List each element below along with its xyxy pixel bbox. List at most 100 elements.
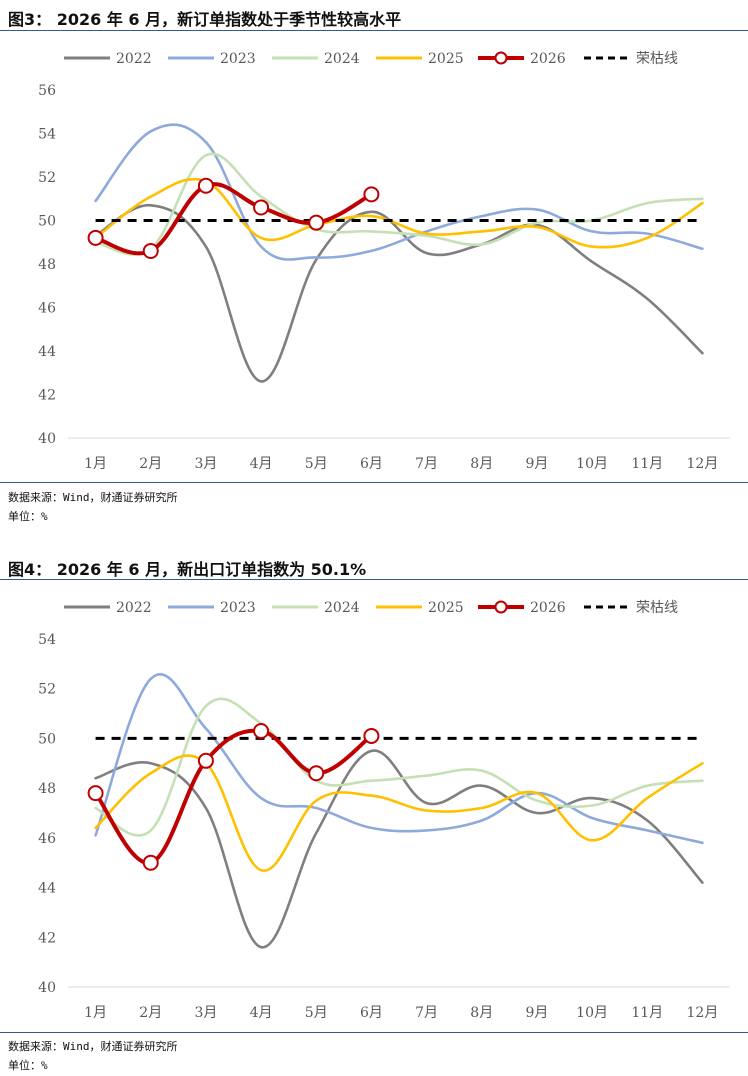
x-tick-label: 4月 xyxy=(250,456,273,472)
series-line-2023 xyxy=(94,673,704,845)
source-rule xyxy=(0,1032,748,1033)
data-point-2026 xyxy=(363,727,380,744)
legend-item-荣枯线: 荣枯线 xyxy=(584,51,678,67)
figure-title: 图3： 2026 年 6 月，新订单指数处于季节性较高水平 xyxy=(8,10,402,29)
legend-label: 2024 xyxy=(324,51,360,67)
x-tick-label: 10月 xyxy=(576,456,608,472)
y-tick-label: 56 xyxy=(38,83,56,99)
legend-label: 2026 xyxy=(530,600,566,616)
legend-label: 2023 xyxy=(220,600,256,616)
x-tick-label: 1月 xyxy=(84,456,107,472)
legend-marker xyxy=(494,600,508,614)
title-rule xyxy=(0,30,748,31)
x-tick-label: 3月 xyxy=(194,1005,217,1021)
legend-label: 荣枯线 xyxy=(636,51,678,67)
legend-item-2025: 2025 xyxy=(376,600,464,616)
source-note: 数据来源：Wind，财通证券研究所 xyxy=(8,491,178,504)
legend: 2022 2023 2024 2025 2026 荣枯线 xyxy=(64,600,678,616)
legend-item-2026: 2026 xyxy=(478,600,566,616)
series-line-2026 xyxy=(93,728,374,865)
data-point-2026 xyxy=(253,199,270,216)
x-tick-label: 9月 xyxy=(525,1005,548,1021)
data-point-2026 xyxy=(197,177,214,194)
y-tick-label: 46 xyxy=(38,301,56,317)
data-point-2026 xyxy=(253,722,270,739)
x-tick-label: 5月 xyxy=(305,1005,328,1021)
y-tick-label: 46 xyxy=(38,831,56,847)
legend-item-2024: 2024 xyxy=(272,600,360,616)
data-point-2026 xyxy=(142,854,159,871)
legend-item-2023: 2023 xyxy=(168,51,256,67)
legend-item-2025: 2025 xyxy=(376,51,464,67)
x-tick-label: 5月 xyxy=(305,456,328,472)
y-tick-label: 54 xyxy=(38,127,56,143)
series-line-2022 xyxy=(94,749,704,949)
y-tick-label: 40 xyxy=(38,431,56,447)
x-tick-label: 8月 xyxy=(470,1005,493,1021)
x-tick-label: 9月 xyxy=(525,456,548,472)
legend-item-2026: 2026 xyxy=(478,51,566,67)
legend-item-2023: 2023 xyxy=(168,600,256,616)
x-tick-label: 3月 xyxy=(194,456,217,472)
series-line-2022 xyxy=(94,203,704,383)
source-rule xyxy=(0,482,748,483)
legend-label: 2024 xyxy=(324,600,360,616)
series-line-2024 xyxy=(94,697,704,837)
series-line-2023 xyxy=(94,123,704,261)
x-tick-label: 4月 xyxy=(250,1005,273,1021)
legend-label: 2023 xyxy=(220,51,256,67)
series-line-2025 xyxy=(94,177,704,249)
source-note: 数据来源：Wind，财通证券研究所 xyxy=(8,1040,178,1053)
data-point-2026 xyxy=(87,229,104,246)
legend-item-2024: 2024 xyxy=(272,51,360,67)
legend-label: 荣枯线 xyxy=(636,600,678,616)
y-tick-label: 42 xyxy=(38,388,56,404)
x-tick-label: 11月 xyxy=(631,1005,663,1021)
unit-note: 单位：% xyxy=(8,1059,48,1072)
x-tick-label: 6月 xyxy=(360,456,383,472)
data-point-2026 xyxy=(142,242,159,259)
data-point-2026 xyxy=(308,765,325,782)
x-tick-label: 8月 xyxy=(470,456,493,472)
y-tick-label: 44 xyxy=(38,344,56,360)
data-point-2026 xyxy=(308,214,325,231)
y-tick-label: 42 xyxy=(38,930,56,946)
y-tick-label: 40 xyxy=(38,980,56,996)
legend-label: 2026 xyxy=(530,51,566,67)
y-tick-label: 52 xyxy=(38,682,56,698)
x-tick-label: 1月 xyxy=(84,1005,107,1021)
legend: 2022 2023 2024 2025 2026 荣枯线 xyxy=(64,51,678,67)
x-tick-label: 6月 xyxy=(360,1005,383,1021)
legend-label: 2022 xyxy=(116,51,152,67)
x-tick-label: 11月 xyxy=(631,456,663,472)
y-tick-label: 48 xyxy=(38,257,56,273)
data-point-2026 xyxy=(87,785,104,802)
y-tick-label: 54 xyxy=(38,632,56,648)
x-tick-label: 7月 xyxy=(415,456,438,472)
data-point-2026 xyxy=(363,186,380,203)
legend-label: 2022 xyxy=(116,600,152,616)
export-orders-line-chart: 2022 2023 2024 2025 2026 荣枯线 40 42 44 46 48 50 52 54 1… xyxy=(38,600,730,1021)
legend-item-2022: 2022 xyxy=(64,600,152,616)
y-tick-label: 50 xyxy=(38,731,56,747)
y-tick-label: 52 xyxy=(38,170,56,186)
unit-note: 单位：% xyxy=(8,510,48,523)
legend-marker xyxy=(494,51,508,65)
y-tick-label: 48 xyxy=(38,781,56,797)
x-tick-label: 2月 xyxy=(139,1005,162,1021)
y-tick-label: 44 xyxy=(38,881,56,897)
x-tick-label: 7月 xyxy=(415,1005,438,1021)
y-tick-label: 50 xyxy=(38,214,56,230)
legend-label: 2025 xyxy=(428,600,464,616)
x-tick-label: 12月 xyxy=(687,1005,719,1021)
legend-label: 2025 xyxy=(428,51,464,67)
data-point-2026 xyxy=(197,752,214,769)
legend-item-荣枯线: 荣枯线 xyxy=(584,600,678,616)
x-tick-label: 10月 xyxy=(576,1005,608,1021)
x-tick-label: 12月 xyxy=(687,456,719,472)
new-orders-line-chart: 2022 2023 2024 2025 2026 荣枯线 40 42 44 46 48 50 52 54 5… xyxy=(38,51,730,472)
x-tick-label: 2月 xyxy=(139,456,162,472)
legend-item-2022: 2022 xyxy=(64,51,152,67)
figure-title: 图4： 2026 年 6 月，新出口订单指数为 50.1% xyxy=(8,560,367,579)
title-rule xyxy=(0,579,748,580)
